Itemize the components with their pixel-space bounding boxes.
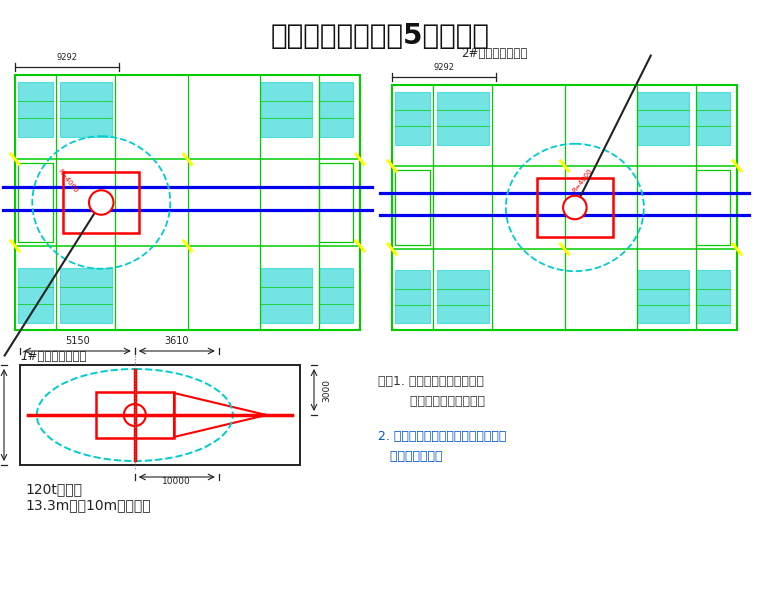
Text: 13.3m杆，10m作业半径: 13.3m杆，10m作业半径 <box>25 498 150 512</box>
Bar <box>695 170 730 245</box>
Bar <box>260 268 312 323</box>
Bar <box>15 75 360 330</box>
Bar <box>60 268 112 323</box>
Bar <box>392 85 737 330</box>
Text: R=4000: R=4000 <box>572 168 594 194</box>
Text: 5150: 5150 <box>65 336 90 346</box>
Text: 2#热镀锌机组锌锅: 2#热镀锌机组锌锅 <box>461 47 527 60</box>
Text: 夯实、面层施工完成；: 夯实、面层施工完成； <box>378 395 485 408</box>
Bar <box>18 268 53 323</box>
Bar <box>318 163 353 242</box>
Circle shape <box>89 191 113 215</box>
Bar <box>96 392 174 438</box>
Bar <box>437 270 489 323</box>
Text: 9292: 9292 <box>56 53 78 62</box>
Text: 1#热镀锌机组锌锅: 1#热镀锌机组锌锅 <box>20 350 87 363</box>
Text: 吊装平面图（锌锅5片供货）: 吊装平面图（锌锅5片供货） <box>271 22 489 50</box>
Bar <box>395 170 430 245</box>
Text: 2. 吊车走行路线上，无地下室孔洞，: 2. 吊车走行路线上，无地下室孔洞， <box>378 430 506 443</box>
Text: 10000: 10000 <box>163 477 192 486</box>
Bar <box>695 91 730 144</box>
Bar <box>60 82 112 137</box>
Circle shape <box>563 196 587 219</box>
Bar <box>395 270 430 323</box>
Bar <box>318 268 353 323</box>
Bar <box>637 270 689 323</box>
Text: 注：1. 出车行走道路需回填、: 注：1. 出车行走道路需回填、 <box>378 375 484 388</box>
Text: R=4000: R=4000 <box>56 168 79 194</box>
Text: 120t汽车吊: 120t汽车吊 <box>25 482 82 496</box>
Text: 全为实心基础。: 全为实心基础。 <box>378 450 442 463</box>
Bar <box>695 270 730 323</box>
Bar <box>20 365 300 465</box>
Bar <box>18 82 53 137</box>
Bar <box>18 163 53 242</box>
Bar <box>260 82 312 137</box>
Bar <box>537 178 613 237</box>
Bar <box>63 172 139 233</box>
Bar <box>395 91 430 144</box>
Text: 3000: 3000 <box>322 379 331 401</box>
Text: 3610: 3610 <box>165 336 189 346</box>
Bar <box>318 82 353 137</box>
Bar <box>437 91 489 144</box>
Circle shape <box>124 404 146 426</box>
Text: 9292: 9292 <box>433 63 454 72</box>
Bar <box>637 91 689 144</box>
